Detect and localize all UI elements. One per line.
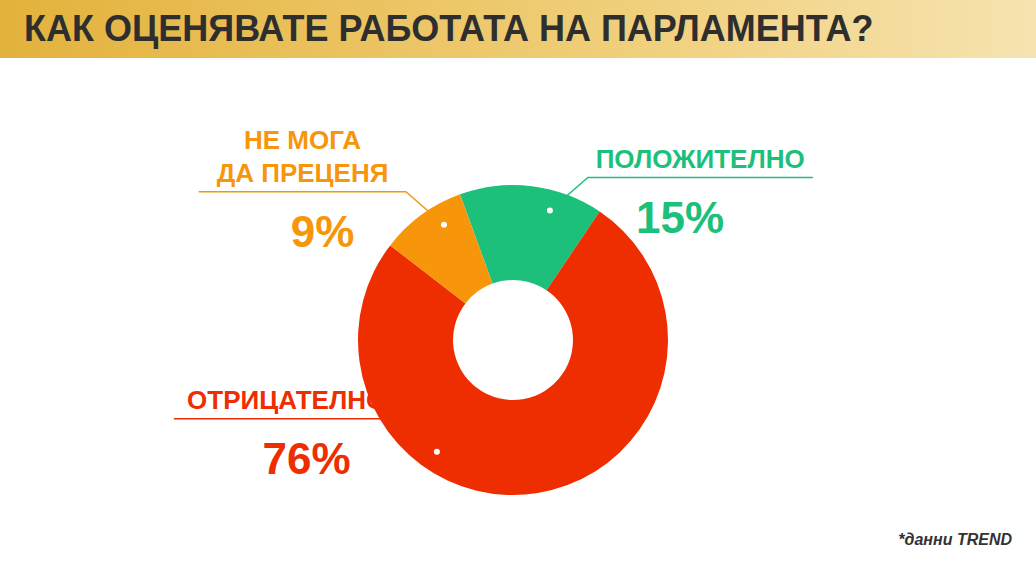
svg-text:ДА ПРЕЦЕНЯ: ДА ПРЕЦЕНЯ	[217, 158, 389, 188]
svg-text:15%: 15%	[636, 193, 724, 242]
svg-text:ПОЛОЖИТЕЛНО: ПОЛОЖИТЕЛНО	[596, 144, 805, 174]
svg-text:ОТРИЦАТЕЛНО: ОТРИЦАТЕЛНО	[187, 385, 386, 415]
svg-text:76%: 76%	[263, 434, 351, 483]
html-text:КАК ОЦЕНЯВАТЕ РАБОТАТА НА ПАРЛ: КАК ОЦЕНЯВАТЕ РАБОТАТА НА ПАРЛАМЕНТА?	[24, 8, 874, 49]
svg-text:НЕ МОГА: НЕ МОГА	[244, 125, 361, 155]
svg-text:9%: 9%	[291, 207, 355, 256]
html-text:*данни TREND: *данни TREND	[898, 531, 1012, 548]
